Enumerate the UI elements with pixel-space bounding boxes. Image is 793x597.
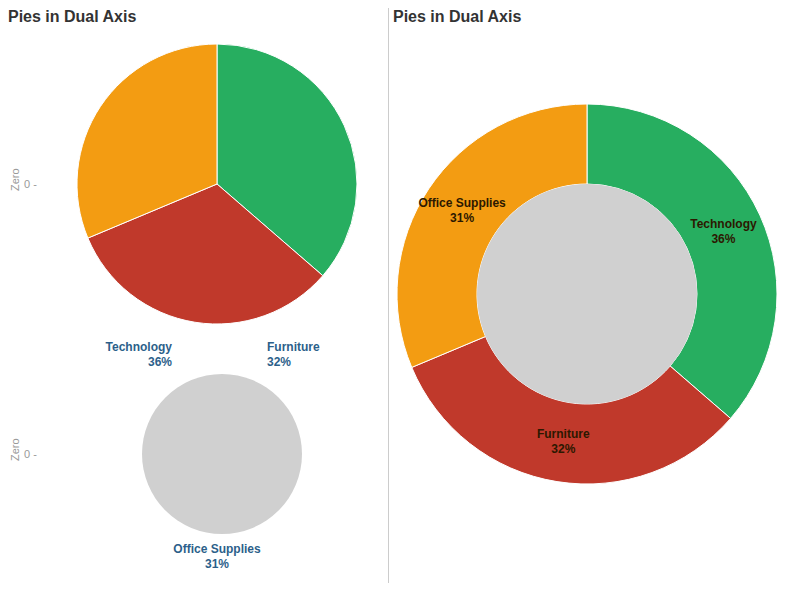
html-text:Pies in Dual Axis: Pies in Dual Axis [393, 8, 522, 25]
html-text:Office Supplies: Office Supplies [173, 542, 261, 556]
html-text:32%: 32% [267, 355, 291, 369]
html-text:31%: 31% [205, 557, 229, 571]
svg-text:Technology36%: Technology36% [690, 217, 757, 246]
html-text:Zero: Zero [9, 438, 21, 461]
svg-text:Office Supplies31%: Office Supplies31% [418, 196, 506, 225]
html-text:0 -: 0 - [24, 448, 37, 460]
svg-text:Furniture32%: Furniture32% [537, 427, 590, 456]
html-text:Furniture: Furniture [267, 340, 320, 354]
html-text:Technology: Technology [105, 340, 172, 354]
html-text:Zero: Zero [9, 168, 21, 191]
html-text:36%: 36% [148, 355, 172, 369]
html-text:0 -: 0 - [24, 178, 37, 190]
html-text:Pies in Dual Axis: Pies in Dual Axis [8, 8, 137, 25]
